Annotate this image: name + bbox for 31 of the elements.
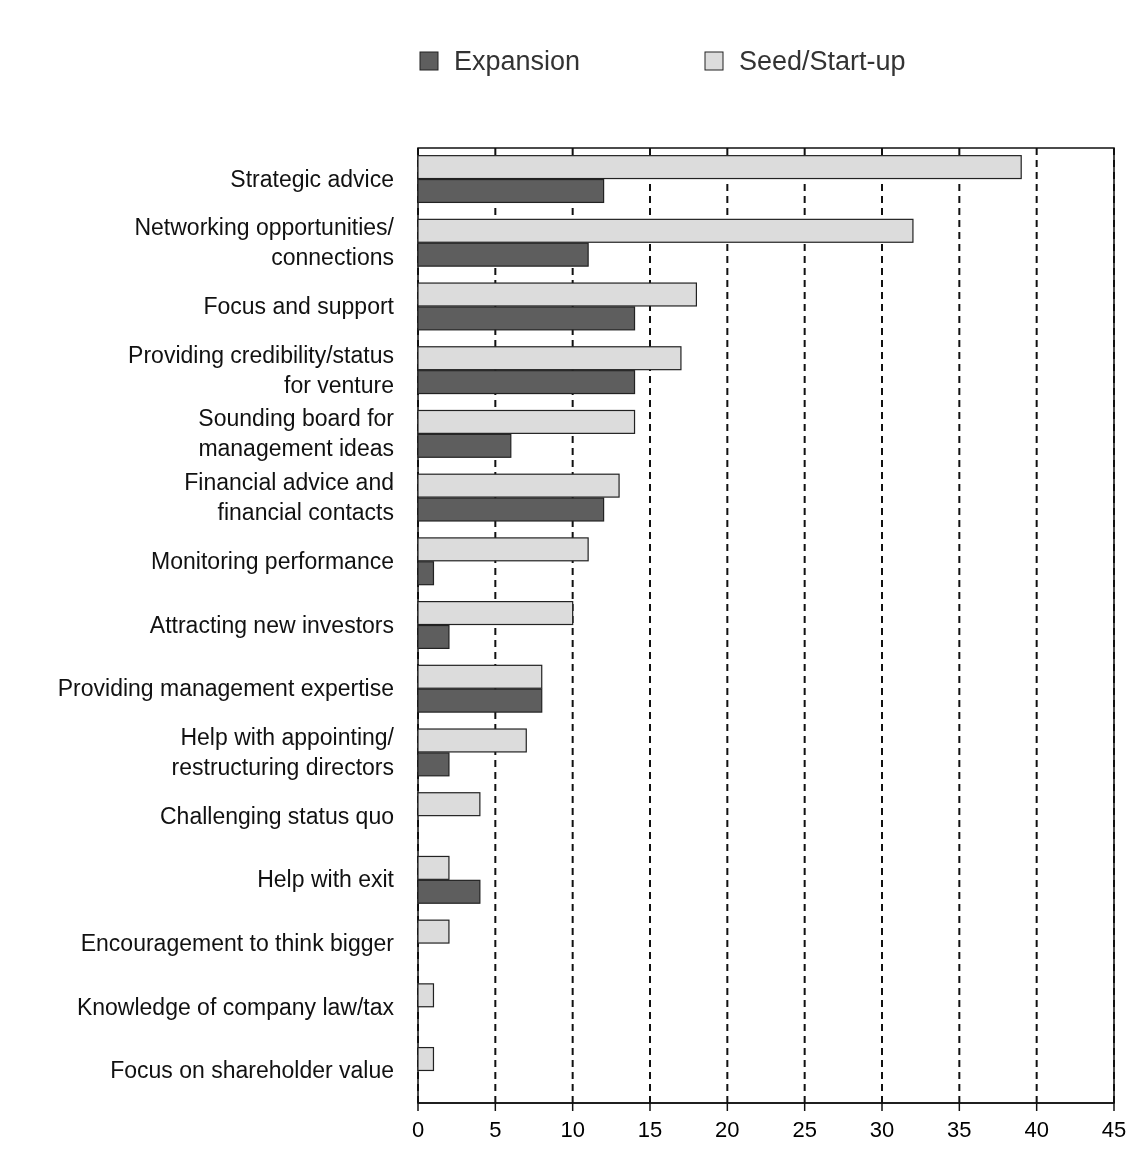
legend-label: Expansion <box>454 46 581 76</box>
legend-label: Seed/Start-up <box>739 46 906 76</box>
x-tick-label: 30 <box>869 1117 895 1142</box>
y-tick-label: Providing credibility/status for venture <box>128 341 394 398</box>
y-tick-label: Sounding board for management ideas <box>198 405 395 462</box>
x-tick-label: 5 <box>489 1117 502 1142</box>
y-tick-label: Monitoring performance <box>151 547 394 574</box>
x-tick-label: 40 <box>1024 1117 1049 1142</box>
x-tick-label: 25 <box>792 1117 817 1142</box>
bar <box>417 1046 435 1072</box>
x-tick-label: 45 <box>1101 1117 1127 1142</box>
x-tick-label: 10 <box>560 1117 585 1142</box>
x-tick-label: 0 <box>411 1117 425 1142</box>
bar <box>417 792 481 817</box>
y-tick-label: Strategic advice <box>230 165 394 192</box>
x-tick-label: 20 <box>715 1117 740 1142</box>
y-tick-label: Providing management expertise <box>57 675 394 702</box>
y-tick-label: Help with exit <box>257 866 395 893</box>
y-tick-label: Financial advice and financial contacts <box>184 469 394 526</box>
y-tick-label: Attracting new investors <box>149 611 394 638</box>
y-tick-label: Focus on shareholder value <box>110 1057 394 1084</box>
x-tick-label: 35 <box>947 1117 972 1142</box>
x-tick-label: 15 <box>637 1117 663 1142</box>
y-tick-label: Knowledge of company law/tax <box>76 993 395 1020</box>
bar <box>417 919 450 944</box>
y-tick-label: Encouragement to think bigger <box>80 930 395 957</box>
y-tick-label: Help with appointing/ restructuring directors <box>171 723 395 780</box>
y-tick-label: Challenging status quo <box>160 802 394 829</box>
y-tick-label: Networking opportunities/ connections <box>134 214 395 271</box>
y-tick-label: Focus and support <box>203 292 395 319</box>
bar <box>417 983 435 1008</box>
